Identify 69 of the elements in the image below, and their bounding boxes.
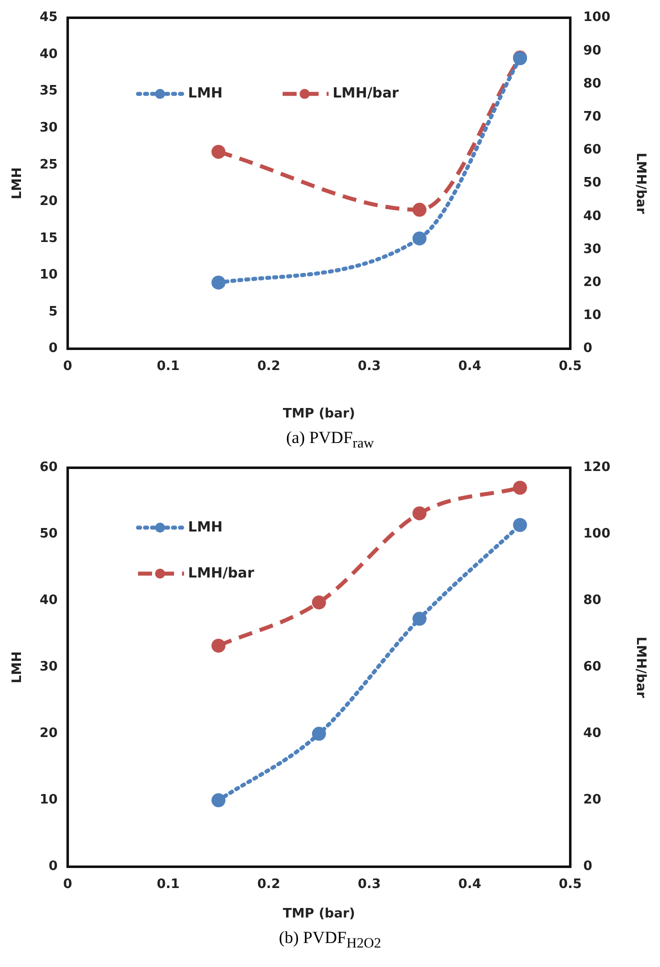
y2-tick-label: 10 xyxy=(583,308,602,324)
y2-tick-label: 60 xyxy=(583,142,602,158)
x-tick-label: 0.3 xyxy=(358,876,381,892)
y2-axis-title: LMH/bar xyxy=(632,152,648,215)
x-tick-label: 0.2 xyxy=(257,876,280,892)
point xyxy=(211,276,226,290)
y2-tick-label: 40 xyxy=(583,208,602,224)
x-axis-title: TMP (bar) xyxy=(282,406,356,422)
y2-tick-label: 120 xyxy=(583,460,610,476)
y2-tick-label: 60 xyxy=(583,660,602,675)
point xyxy=(513,518,528,532)
x-tick-label: 0.4 xyxy=(458,358,482,374)
point xyxy=(513,480,528,495)
y-tick-label: 40 xyxy=(40,46,58,62)
x-axis-title: TMP (bar) xyxy=(282,906,356,922)
point xyxy=(412,231,426,246)
y2-tick-label: 70 xyxy=(583,109,602,124)
y-tick-label: 15 xyxy=(40,230,58,246)
y-tick-label: 35 xyxy=(40,84,58,99)
y-tick-label: 30 xyxy=(40,660,58,675)
x-tick-label: 0.3 xyxy=(358,358,381,374)
legend-label: LMH/bar xyxy=(332,86,399,102)
legend-label: LMH xyxy=(188,86,223,102)
y2-tick-label: 0 xyxy=(583,341,592,356)
y2-tick-label: 30 xyxy=(583,242,602,257)
y2-tick-label: 80 xyxy=(583,76,602,92)
y-tick-label: 45 xyxy=(40,10,58,26)
y-tick-label: 0 xyxy=(48,859,58,874)
y-tick-label: 25 xyxy=(40,157,58,172)
x-tick-label: 0.4 xyxy=(458,876,482,892)
y2-tick-label: 50 xyxy=(583,176,602,191)
y-tick-label: 20 xyxy=(40,726,58,742)
point xyxy=(312,595,326,610)
x-tick-label: 0 xyxy=(63,358,72,374)
y-tick-label: 30 xyxy=(40,120,58,136)
y-tick-label: 0 xyxy=(48,341,58,356)
point xyxy=(412,506,426,520)
y-tick-label: 40 xyxy=(40,593,58,608)
y2-tick-label: 20 xyxy=(583,274,602,290)
x-tick-label: 0 xyxy=(63,876,72,892)
text: (a) PVDF$_{raw}$ xyxy=(285,428,375,452)
y-tick-label: 10 xyxy=(40,268,58,283)
y-tick-label: 60 xyxy=(40,460,58,476)
y-tick-label: 10 xyxy=(40,792,58,808)
y2-tick-label: 90 xyxy=(583,43,602,58)
y2-tick-label: 100 xyxy=(583,526,610,542)
y-axis-title: LMH xyxy=(10,167,26,200)
y-axis-title: LMH xyxy=(10,651,26,684)
point xyxy=(312,726,326,741)
x-tick-label: 0.5 xyxy=(558,876,582,892)
y2-axis-title: LMH/bar xyxy=(632,636,648,699)
text: (b) PVDF$_{H2O2}$ xyxy=(278,928,382,952)
legend-label: LMH xyxy=(188,519,223,536)
x-tick-label: 0.1 xyxy=(156,876,180,892)
x-tick-label: 0.5 xyxy=(558,358,582,374)
point xyxy=(211,793,226,808)
y2-tick-label: 20 xyxy=(583,792,602,808)
legend-label: LMH/bar xyxy=(188,565,254,582)
y2-tick-label: 100 xyxy=(583,10,610,26)
point xyxy=(412,612,426,626)
y-tick-label: 20 xyxy=(40,194,58,210)
x-tick-label: 0.2 xyxy=(257,358,280,374)
x-tick-label: 0.1 xyxy=(156,358,180,374)
y-tick-label: 50 xyxy=(40,526,58,542)
y-tick-label: 5 xyxy=(48,304,58,320)
y2-tick-label: 0 xyxy=(583,859,592,874)
y2-tick-label: 80 xyxy=(583,593,602,608)
point xyxy=(211,638,226,653)
y2-tick-label: 40 xyxy=(583,726,602,742)
